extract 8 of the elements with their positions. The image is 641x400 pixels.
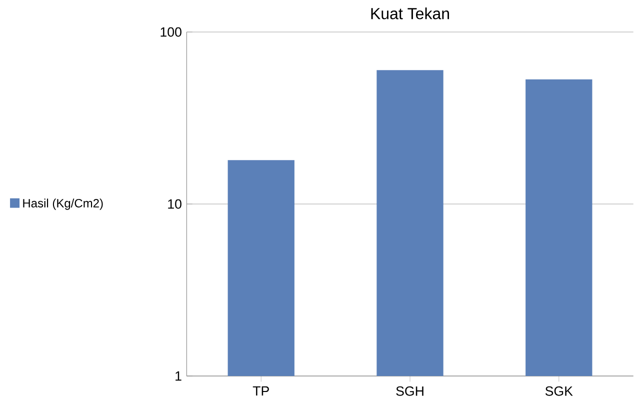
y-tick-label: 10	[168, 199, 182, 209]
x-tick-label: SGH	[396, 386, 424, 396]
chart-title: Kuat Tekan	[371, 8, 449, 20]
x-tick-label: SGK	[545, 386, 573, 396]
y-tick-label: 1	[176, 371, 182, 381]
y-tick-label: 100	[160, 27, 182, 37]
legend-label: Hasil (Kg/Cm2)	[23, 198, 103, 210]
x-tick-label: TP	[252, 386, 269, 396]
